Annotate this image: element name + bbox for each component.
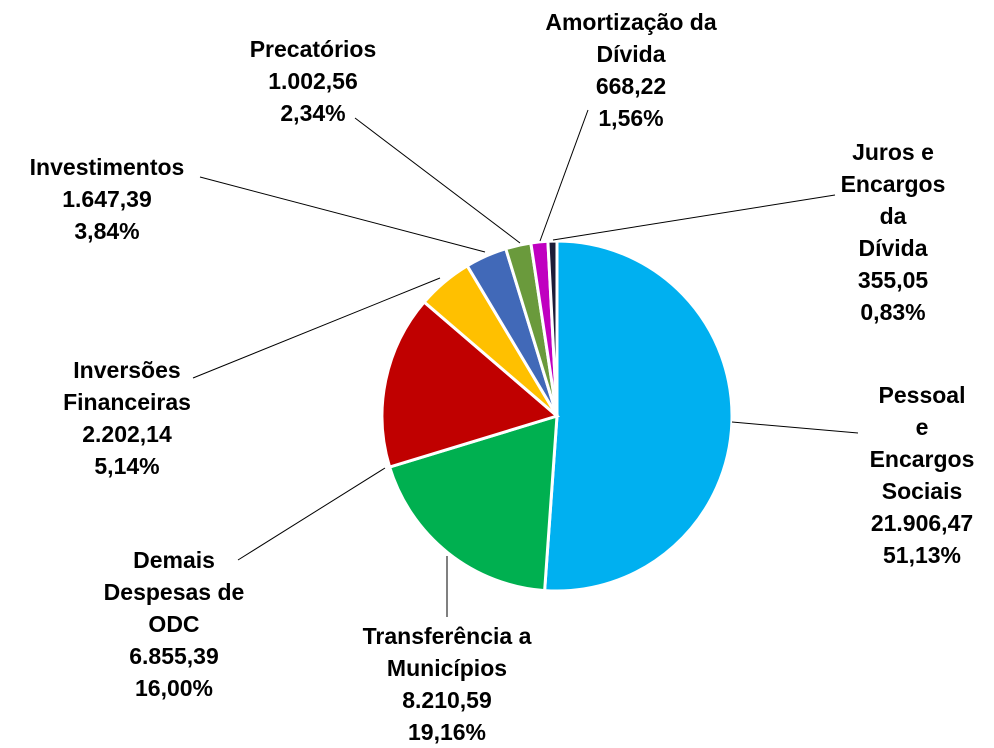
data-label: Demais Despesas de ODC 6.855,39 16,00% [104, 544, 245, 704]
slice-percent: 2,34% [280, 100, 346, 126]
data-label: Pessoal e Encargos Sociais 21.906,47 51,13… [870, 379, 975, 571]
slice-value: 1.002,56 [268, 68, 358, 94]
slice-value: 355,05 [857, 267, 929, 293]
leader-line [731, 421, 859, 434]
pie-slice [380, 299, 561, 469]
slice-name: Precatórios [249, 36, 377, 62]
slice-name: Investimentos [29, 154, 185, 180]
leader-line [237, 467, 386, 561]
slice-name: Amortização da Dívida [545, 9, 717, 67]
leader-line [354, 117, 521, 244]
slice-value: 6.855,39 [129, 643, 219, 669]
slice-percent: 19,16% [407, 719, 487, 745]
slice-value: 2.202,14 [82, 421, 172, 447]
slice-name: Inversões Financeiras [63, 357, 191, 415]
slice-value: 1.647,39 [62, 186, 152, 212]
slice-value: 8.210,59 [402, 687, 492, 713]
slice-percent: 5,14% [94, 453, 160, 479]
data-label: Juros e Encargos da Dívida 355,05 0,83% [841, 136, 946, 328]
slice-name: Transferência a Municípios [362, 623, 532, 681]
slice-percent: 1,56% [598, 105, 664, 131]
slice-value: 21.906,47 [870, 510, 974, 536]
pie-slice [387, 413, 559, 593]
data-label: Inversões Financeiras 2.202,14 5,14% [63, 354, 191, 482]
leader-line [552, 194, 836, 241]
pie-slice [546, 239, 559, 417]
slice-value: 668,22 [595, 73, 667, 99]
slice-percent: 51,13% [882, 542, 962, 568]
leader-line [192, 277, 441, 379]
data-label: Investimentos 1.647,39 3,84% [30, 151, 185, 247]
slice-percent: 0,83% [860, 299, 926, 325]
leader-line [539, 109, 589, 242]
data-label: Precatórios 1.002,56 2,34% [250, 33, 377, 129]
slice-name: Juros e Encargos da Dívida [840, 139, 946, 261]
slice-percent: 16,00% [134, 675, 214, 701]
slice-percent: 3,84% [74, 218, 140, 244]
data-label: Transferência a Municípios 8.210,59 19,16% [363, 620, 532, 748]
pie-slice [543, 239, 734, 593]
leader-line [199, 176, 486, 253]
slice-name: Demais Despesas de ODC [103, 547, 245, 637]
slice-name: Pessoal e Encargos Sociais [869, 382, 975, 504]
data-label: Amortização da Dívida 668,22 1,56% [545, 6, 716, 134]
